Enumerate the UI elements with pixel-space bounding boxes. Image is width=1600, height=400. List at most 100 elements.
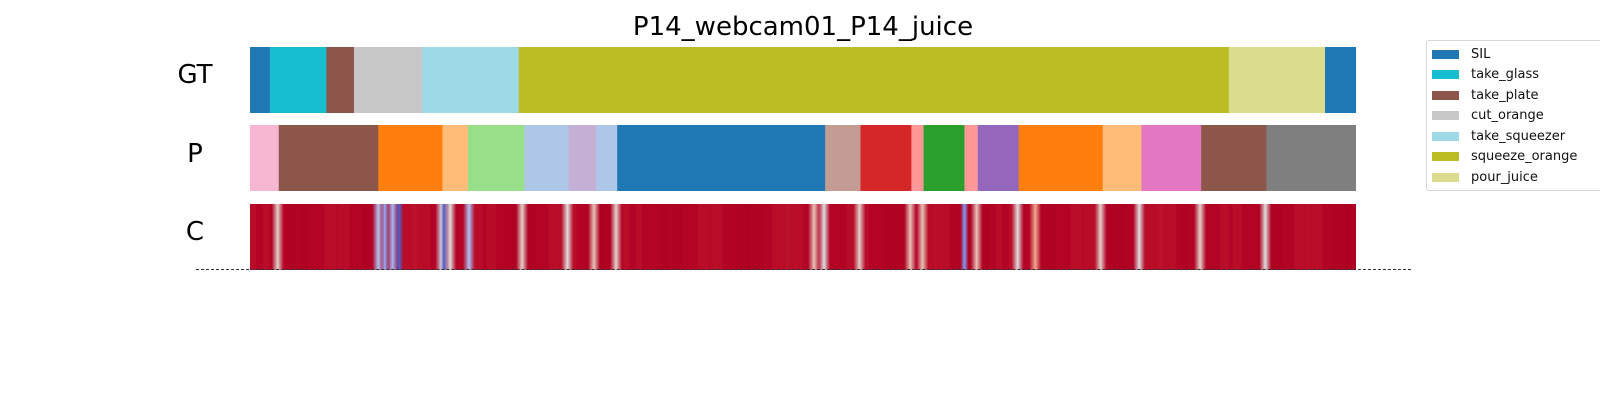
dashed-baseline <box>196 269 1411 270</box>
legend-label: take_plate <box>1471 87 1539 103</box>
confidence-strip <box>250 204 1356 270</box>
legend-label: take_glass <box>1471 67 1540 83</box>
confidence-texture-41 <box>673 204 683 270</box>
p-segment-5 <box>524 125 570 191</box>
confidence-texture-54 <box>1158 204 1177 270</box>
row-label-c: C <box>185 217 205 247</box>
row-label-gt: GT <box>177 60 213 90</box>
confidence-texture-31 <box>300 204 310 270</box>
legend-swatch <box>1432 152 1459 162</box>
confidence-texture-58 <box>1307 204 1323 270</box>
p-segment-7 <box>596 125 618 191</box>
confidence-texture-34 <box>412 204 431 270</box>
gt-segment-5 <box>518 47 1230 113</box>
confidence-texture-56 <box>1232 204 1242 270</box>
confidence-texture-8 <box>548 204 564 270</box>
confidence-texture-6 <box>473 204 483 270</box>
p-segment-2 <box>378 125 444 191</box>
confidence-texture-42 <box>710 204 723 270</box>
p-segment-17 <box>1141 125 1202 191</box>
confidence-texture-59 <box>1344 204 1356 270</box>
legend-entry: pour_juice <box>1427 167 1600 188</box>
confidence-mark-20 <box>1011 204 1024 270</box>
legend: SIL take_glass take_plate cut_orange take_sq… <box>1426 40 1600 191</box>
confidence-mark-4 <box>395 204 404 270</box>
confidence-texture-24 <box>1145 204 1164 270</box>
p-segment-4 <box>467 125 525 191</box>
confidence-texture-16 <box>846 204 856 270</box>
confidence-mark-16 <box>904 204 917 270</box>
confidence-mark-11 <box>587 204 600 270</box>
p-segment-19 <box>1266 125 1356 191</box>
p-segment-9 <box>825 125 862 191</box>
p-segment-8 <box>617 125 826 191</box>
confidence-texture-53 <box>1120 204 1136 270</box>
confidence-mark-14 <box>818 204 831 270</box>
confidence-mark-22 <box>1094 204 1107 270</box>
confidence-texture-52 <box>1083 204 1096 270</box>
legend-entry: SIL <box>1427 44 1600 65</box>
p-segment-13 <box>964 125 979 191</box>
p-segment-0 <box>250 125 280 191</box>
gt-segment-3 <box>353 47 424 113</box>
confidence-texture-23 <box>1107 204 1123 270</box>
legend-entry: squeeze_orange <box>1427 147 1600 168</box>
legend-label: squeeze_orange <box>1471 149 1578 165</box>
confidence-mark-21 <box>1029 204 1042 270</box>
confidence-mark-24 <box>1194 204 1207 270</box>
chart-title: P14_webcam01_P14_juice <box>632 12 974 42</box>
legend-swatch <box>1432 131 1459 141</box>
confidence-texture-25 <box>1182 204 1189 270</box>
gt-segment-1 <box>269 47 327 113</box>
confidence-texture-10 <box>623 204 629 270</box>
legend-label: take_squeezer <box>1471 128 1566 144</box>
confidence-mark-9 <box>516 204 529 270</box>
confidence-mark-18 <box>960 204 969 270</box>
legend-swatch <box>1432 90 1459 100</box>
legend-swatch <box>1432 111 1459 121</box>
confidence-texture-17 <box>884 204 897 270</box>
p-segment-11 <box>911 125 925 191</box>
confidence-texture-43 <box>747 204 763 270</box>
confidence-mark-17 <box>916 204 929 270</box>
confidence-texture-12 <box>697 204 710 270</box>
p-segment-15 <box>1018 125 1104 191</box>
ground-truth-strip <box>250 47 1356 113</box>
legend-entry: cut_orange <box>1427 106 1600 127</box>
prediction-strip <box>250 125 1356 191</box>
confidence-mark-8 <box>462 204 475 270</box>
confidence-mark-12 <box>610 204 623 270</box>
p-segment-6 <box>568 125 597 191</box>
confidence-texture-40 <box>636 204 642 270</box>
confidence-mark-2 <box>380 204 389 270</box>
confidence-texture-29 <box>1331 204 1350 270</box>
gt-segment-4 <box>422 47 520 113</box>
p-segment-16 <box>1102 125 1143 191</box>
legend-entry: take_plate <box>1427 85 1600 106</box>
confidence-texture-26 <box>1219 204 1229 270</box>
confidence-base <box>250 204 1356 270</box>
confidence-mark-7 <box>444 204 457 270</box>
legend-entry: take_glass <box>1427 65 1600 86</box>
confidence-texture-4 <box>399 204 418 270</box>
confidence-texture-51 <box>1046 204 1056 270</box>
p-segment-14 <box>977 125 1020 191</box>
confidence-texture-30 <box>263 204 269 270</box>
legend-label: SIL <box>1471 46 1491 62</box>
confidence-mark-13 <box>808 204 821 270</box>
confidence-texture-48 <box>934 204 950 270</box>
gt-segment-7 <box>1325 47 1356 113</box>
confidence-texture-44 <box>785 204 804 270</box>
confidence-mark-15 <box>853 204 866 270</box>
confidence-texture-2 <box>324 204 337 270</box>
p-segment-12 <box>923 125 966 191</box>
p-segment-10 <box>860 125 912 191</box>
p-segment-3 <box>442 125 469 191</box>
legend-swatch <box>1432 70 1459 80</box>
gt-segment-2 <box>326 47 355 113</box>
legend-entry: take_squeezer <box>1427 126 1600 147</box>
confidence-texture-36 <box>486 204 496 270</box>
confidence-texture-1 <box>287 204 297 270</box>
gt-segment-0 <box>250 47 271 113</box>
